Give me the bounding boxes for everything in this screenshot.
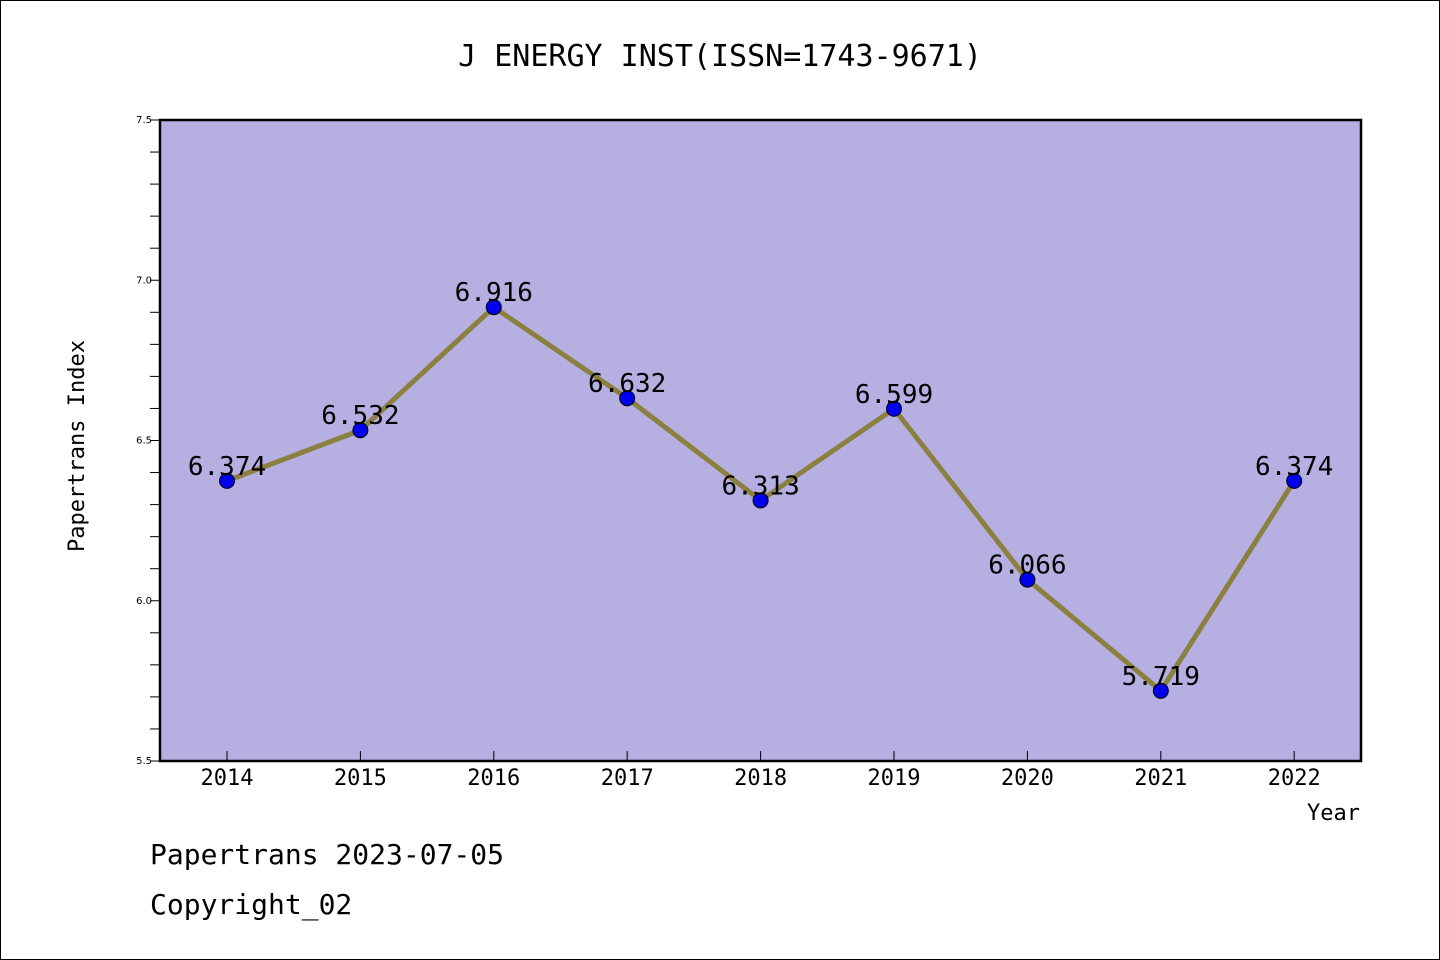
y-tick-label: 7.5 <box>136 115 152 126</box>
data-label: 6.313 <box>721 471 799 501</box>
y-axis-label: Papertrans Index <box>65 340 90 552</box>
x-tick-label: 2015 <box>334 766 387 791</box>
footer-copyright: Copyright_02 <box>150 888 352 922</box>
footer-date: Papertrans 2023-07-05 <box>150 838 504 871</box>
x-tick-label: 2018 <box>734 766 787 791</box>
data-point <box>219 472 235 489</box>
y-tick-label: 6.0 <box>136 596 152 607</box>
data-label: 6.374 <box>188 452 266 482</box>
data-point <box>1019 571 1036 588</box>
x-tick-label: 2016 <box>467 766 520 791</box>
data-point <box>1152 682 1169 699</box>
y-tick-label: 6.5 <box>136 436 152 447</box>
x-axis: 2014 2015 2016 2017 2018 2019 2020 2021 2022 <box>201 751 1321 791</box>
y-tick-label: 5.5 <box>136 756 152 767</box>
data-point <box>485 299 502 316</box>
data-label: 6.599 <box>855 380 933 410</box>
y-axis: 5.5 6.0 6.5 7.0 7.5 <box>136 115 160 767</box>
plot-area <box>158 118 1363 763</box>
data-label: 6.532 <box>321 401 399 431</box>
x-tick-label: 2014 <box>201 766 254 791</box>
data-label: 6.374 <box>1255 452 1333 482</box>
x-tick-label: 2022 <box>1268 766 1321 791</box>
x-tick-label: 2017 <box>601 766 654 791</box>
data-point <box>1286 472 1303 489</box>
series-group: 6.374 6.532 6.916 6.632 6.313 6.599 6.066 5.719… <box>188 278 1333 699</box>
y-tick-label: 7.0 <box>136 275 152 286</box>
x-tick-label: 2021 <box>1134 766 1187 791</box>
chart-title: J ENERGY INST(ISSN=1743-9671) <box>458 39 982 74</box>
data-label: 6.066 <box>988 551 1066 581</box>
data-point <box>619 390 636 407</box>
data-point <box>352 422 369 439</box>
data-label: 6.916 <box>455 278 533 308</box>
data-label: 5.719 <box>1122 662 1200 692</box>
data-point <box>752 492 769 509</box>
data-point <box>886 400 902 417</box>
x-axis-label: Year <box>1307 801 1360 826</box>
data-label: 6.632 <box>588 369 666 399</box>
x-tick-label: 2020 <box>1001 766 1054 791</box>
x-tick-label: 2019 <box>868 766 921 791</box>
